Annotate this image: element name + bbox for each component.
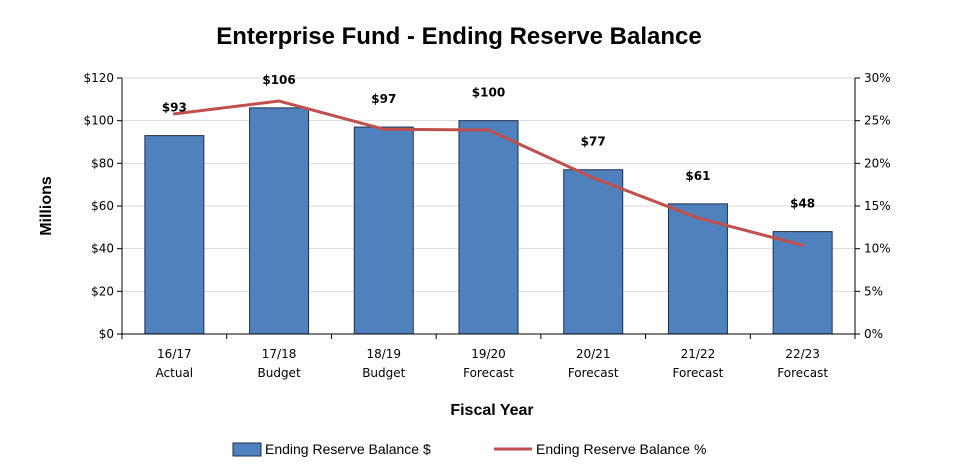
- series-line: [172, 99, 805, 247]
- chart-title: Enterprise Fund - Ending Reserve Balance: [216, 23, 701, 50]
- y2-tick-label: 15%: [864, 199, 891, 213]
- y2-tick-label: 20%: [864, 156, 891, 170]
- legend: Ending Reserve Balance $ Ending Reserve …: [232, 441, 706, 457]
- x-tick-label: 21/22: [681, 347, 716, 361]
- legend-bar-swatch: [232, 442, 262, 457]
- bar-value-label: $97: [371, 92, 396, 106]
- bar: [772, 231, 833, 335]
- bar: [458, 120, 519, 335]
- x-tick-label: 22/23: [785, 347, 820, 361]
- data-labels: $93 $106 $97 $100 $77 $61 $48: [162, 73, 815, 211]
- bar-value-label: $77: [581, 135, 606, 149]
- y-tick-label: $20: [91, 284, 114, 298]
- x-tick-sublabel: Forecast: [673, 366, 724, 380]
- y2-tick-label: 25%: [864, 114, 891, 128]
- bar-value-label: $48: [790, 197, 815, 211]
- x-tick-sublabel: Forecast: [777, 366, 828, 380]
- y2-tick-label: 30%: [864, 71, 891, 85]
- bar-value-label: $106: [262, 73, 295, 87]
- x-axis-categories: 16/17 Actual 17/18 Budget 18/19 Budget 19/20 Fo…: [156, 347, 829, 380]
- line-series: [172, 99, 805, 247]
- y-tick-label: $0: [99, 327, 114, 341]
- x-tick-label: 20/21: [576, 347, 611, 361]
- y-axis-right-ticks: 0% 5% 10% 15% 20% 25% 30%: [855, 71, 891, 341]
- bar-series: [144, 107, 833, 335]
- legend-bar-label: Ending Reserve Balance $: [265, 441, 431, 457]
- y-tick-label: $100: [83, 114, 114, 128]
- x-tick-label: 16/17: [157, 347, 192, 361]
- y-tick-label: $40: [91, 242, 114, 256]
- x-tick-label: 19/20: [471, 347, 506, 361]
- bar: [353, 126, 414, 335]
- y-tick-label: $120: [83, 71, 114, 85]
- bar-value-label: $61: [685, 169, 710, 183]
- bar: [249, 107, 310, 335]
- bar-value-label: $93: [162, 101, 187, 115]
- y-tick-label: $80: [91, 156, 114, 170]
- bar: [144, 135, 205, 335]
- x-axis-title: Fiscal Year: [450, 402, 533, 419]
- x-tick-sublabel: Forecast: [463, 366, 514, 380]
- x-tick-sublabel: Actual: [156, 366, 194, 380]
- x-tick-label: 17/18: [262, 347, 297, 361]
- y-axis-left-ticks: $0 $20 $40 $60 $80 $100 $120: [83, 71, 122, 341]
- x-tick-sublabel: Forecast: [568, 366, 619, 380]
- bar-value-label: $100: [472, 86, 505, 100]
- x-tick-sublabel: Budget: [362, 366, 405, 380]
- y-tick-label: $60: [91, 199, 114, 213]
- y2-tick-label: 0%: [864, 327, 883, 341]
- y2-tick-label: 10%: [864, 242, 891, 256]
- legend-line-label: Ending Reserve Balance %: [536, 441, 706, 457]
- x-tick-sublabel: Budget: [257, 366, 300, 380]
- y2-tick-label: 5%: [864, 284, 883, 298]
- x-tick-label: 18/19: [366, 347, 401, 361]
- bar: [563, 169, 624, 335]
- y-axis-title: Millions: [38, 176, 55, 236]
